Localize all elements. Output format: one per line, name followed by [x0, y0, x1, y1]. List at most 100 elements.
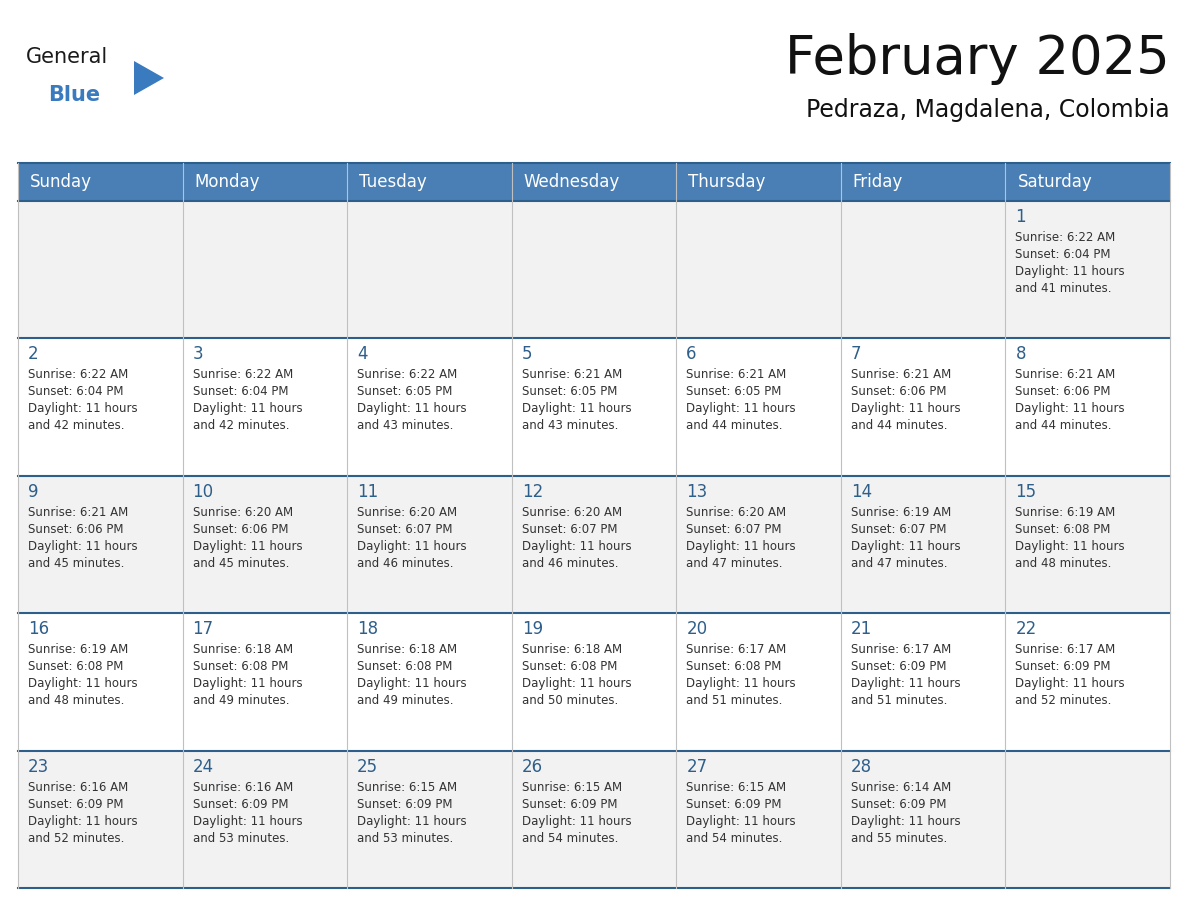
Bar	[1005, 751, 1170, 888]
Text: 5: 5	[522, 345, 532, 364]
Bar	[18, 339, 183, 476]
Text: 15: 15	[1016, 483, 1037, 501]
Text: Sunrise: 6:17 AM
Sunset: 6:09 PM
Daylight: 11 hours
and 51 minutes.: Sunrise: 6:17 AM Sunset: 6:09 PM Dayligh…	[851, 644, 960, 707]
Text: Sunrise: 6:15 AM
Sunset: 6:09 PM
Daylight: 11 hours
and 53 minutes.: Sunrise: 6:15 AM Sunset: 6:09 PM Dayligh…	[358, 780, 467, 845]
Text: Sunrise: 6:14 AM
Sunset: 6:09 PM
Daylight: 11 hours
and 55 minutes.: Sunrise: 6:14 AM Sunset: 6:09 PM Dayligh…	[851, 780, 960, 845]
Text: Sunrise: 6:20 AM
Sunset: 6:07 PM
Daylight: 11 hours
and 46 minutes.: Sunrise: 6:20 AM Sunset: 6:07 PM Dayligh…	[358, 506, 467, 570]
Polygon shape	[134, 61, 164, 95]
Text: 12: 12	[522, 483, 543, 501]
Text: 24: 24	[192, 757, 214, 776]
Text: 17: 17	[192, 621, 214, 638]
Bar	[347, 201, 512, 339]
Text: 9: 9	[29, 483, 38, 501]
Text: 7: 7	[851, 345, 861, 364]
Text: Sunrise: 6:20 AM
Sunset: 6:06 PM
Daylight: 11 hours
and 45 minutes.: Sunrise: 6:20 AM Sunset: 6:06 PM Dayligh…	[192, 506, 302, 570]
Text: Sunday: Sunday	[30, 173, 91, 191]
Bar	[183, 476, 347, 613]
Text: Sunrise: 6:17 AM
Sunset: 6:08 PM
Daylight: 11 hours
and 51 minutes.: Sunrise: 6:17 AM Sunset: 6:08 PM Dayligh…	[687, 644, 796, 707]
Text: Friday: Friday	[853, 173, 903, 191]
Bar	[512, 751, 676, 888]
Text: Saturday: Saturday	[1017, 173, 1092, 191]
Bar	[347, 613, 512, 751]
Bar	[18, 201, 183, 339]
Text: Sunrise: 6:20 AM
Sunset: 6:07 PM
Daylight: 11 hours
and 47 minutes.: Sunrise: 6:20 AM Sunset: 6:07 PM Dayligh…	[687, 506, 796, 570]
Text: Sunrise: 6:18 AM
Sunset: 6:08 PM
Daylight: 11 hours
and 49 minutes.: Sunrise: 6:18 AM Sunset: 6:08 PM Dayligh…	[358, 644, 467, 707]
Bar	[18, 476, 183, 613]
Text: Sunrise: 6:20 AM
Sunset: 6:07 PM
Daylight: 11 hours
and 46 minutes.: Sunrise: 6:20 AM Sunset: 6:07 PM Dayligh…	[522, 506, 631, 570]
Text: Tuesday: Tuesday	[359, 173, 426, 191]
Text: 10: 10	[192, 483, 214, 501]
Bar	[676, 613, 841, 751]
Bar	[183, 751, 347, 888]
Text: Pedraza, Magdalena, Colombia: Pedraza, Magdalena, Colombia	[807, 98, 1170, 122]
Text: 18: 18	[358, 621, 378, 638]
Text: Sunrise: 6:22 AM
Sunset: 6:04 PM
Daylight: 11 hours
and 41 minutes.: Sunrise: 6:22 AM Sunset: 6:04 PM Dayligh…	[1016, 231, 1125, 295]
Text: Monday: Monday	[195, 173, 260, 191]
Text: 11: 11	[358, 483, 379, 501]
Text: Sunrise: 6:19 AM
Sunset: 6:08 PM
Daylight: 11 hours
and 48 minutes.: Sunrise: 6:19 AM Sunset: 6:08 PM Dayligh…	[1016, 506, 1125, 570]
Text: 27: 27	[687, 757, 707, 776]
Text: Sunrise: 6:18 AM
Sunset: 6:08 PM
Daylight: 11 hours
and 49 minutes.: Sunrise: 6:18 AM Sunset: 6:08 PM Dayligh…	[192, 644, 302, 707]
Text: 23: 23	[29, 757, 49, 776]
Text: 2: 2	[29, 345, 39, 364]
Text: Sunrise: 6:15 AM
Sunset: 6:09 PM
Daylight: 11 hours
and 54 minutes.: Sunrise: 6:15 AM Sunset: 6:09 PM Dayligh…	[687, 780, 796, 845]
Bar	[347, 476, 512, 613]
Bar	[1005, 476, 1170, 613]
Text: 1: 1	[1016, 208, 1026, 226]
Bar	[18, 613, 183, 751]
Bar	[1005, 201, 1170, 339]
Text: Sunrise: 6:21 AM
Sunset: 6:06 PM
Daylight: 11 hours
and 44 minutes.: Sunrise: 6:21 AM Sunset: 6:06 PM Dayligh…	[1016, 368, 1125, 432]
Text: 3: 3	[192, 345, 203, 364]
Text: Sunrise: 6:17 AM
Sunset: 6:09 PM
Daylight: 11 hours
and 52 minutes.: Sunrise: 6:17 AM Sunset: 6:09 PM Dayligh…	[1016, 644, 1125, 707]
Text: Blue: Blue	[48, 85, 100, 105]
Text: 13: 13	[687, 483, 708, 501]
Text: Sunrise: 6:21 AM
Sunset: 6:05 PM
Daylight: 11 hours
and 44 minutes.: Sunrise: 6:21 AM Sunset: 6:05 PM Dayligh…	[687, 368, 796, 432]
Bar	[183, 613, 347, 751]
Bar	[841, 339, 1005, 476]
Text: Sunrise: 6:22 AM
Sunset: 6:04 PM
Daylight: 11 hours
and 42 minutes.: Sunrise: 6:22 AM Sunset: 6:04 PM Dayligh…	[192, 368, 302, 432]
Bar	[18, 163, 1170, 201]
Text: 20: 20	[687, 621, 707, 638]
Text: Sunrise: 6:16 AM
Sunset: 6:09 PM
Daylight: 11 hours
and 52 minutes.: Sunrise: 6:16 AM Sunset: 6:09 PM Dayligh…	[29, 780, 138, 845]
Text: Wednesday: Wednesday	[524, 173, 620, 191]
Bar	[1005, 613, 1170, 751]
Bar	[841, 751, 1005, 888]
Bar	[1005, 339, 1170, 476]
Bar	[347, 751, 512, 888]
Text: 19: 19	[522, 621, 543, 638]
Bar	[841, 613, 1005, 751]
Text: Sunrise: 6:21 AM
Sunset: 6:06 PM
Daylight: 11 hours
and 45 minutes.: Sunrise: 6:21 AM Sunset: 6:06 PM Dayligh…	[29, 506, 138, 570]
Text: General: General	[26, 47, 108, 67]
Text: 28: 28	[851, 757, 872, 776]
Text: 8: 8	[1016, 345, 1026, 364]
Bar	[676, 751, 841, 888]
Bar	[183, 201, 347, 339]
Text: 25: 25	[358, 757, 378, 776]
Bar	[512, 339, 676, 476]
Bar	[512, 201, 676, 339]
Text: 22: 22	[1016, 621, 1037, 638]
Text: Sunrise: 6:15 AM
Sunset: 6:09 PM
Daylight: 11 hours
and 54 minutes.: Sunrise: 6:15 AM Sunset: 6:09 PM Dayligh…	[522, 780, 631, 845]
Text: Sunrise: 6:16 AM
Sunset: 6:09 PM
Daylight: 11 hours
and 53 minutes.: Sunrise: 6:16 AM Sunset: 6:09 PM Dayligh…	[192, 780, 302, 845]
Text: Sunrise: 6:19 AM
Sunset: 6:08 PM
Daylight: 11 hours
and 48 minutes.: Sunrise: 6:19 AM Sunset: 6:08 PM Dayligh…	[29, 644, 138, 707]
Text: 21: 21	[851, 621, 872, 638]
Bar	[676, 201, 841, 339]
Text: 6: 6	[687, 345, 697, 364]
Bar	[347, 339, 512, 476]
Text: 14: 14	[851, 483, 872, 501]
Bar	[183, 339, 347, 476]
Text: 26: 26	[522, 757, 543, 776]
Bar	[18, 751, 183, 888]
Text: Sunrise: 6:21 AM
Sunset: 6:05 PM
Daylight: 11 hours
and 43 minutes.: Sunrise: 6:21 AM Sunset: 6:05 PM Dayligh…	[522, 368, 631, 432]
Bar	[841, 201, 1005, 339]
Bar	[676, 339, 841, 476]
Text: Sunrise: 6:18 AM
Sunset: 6:08 PM
Daylight: 11 hours
and 50 minutes.: Sunrise: 6:18 AM Sunset: 6:08 PM Dayligh…	[522, 644, 631, 707]
Text: Thursday: Thursday	[688, 173, 765, 191]
Text: Sunrise: 6:22 AM
Sunset: 6:05 PM
Daylight: 11 hours
and 43 minutes.: Sunrise: 6:22 AM Sunset: 6:05 PM Dayligh…	[358, 368, 467, 432]
Bar	[841, 476, 1005, 613]
Text: February 2025: February 2025	[785, 33, 1170, 85]
Text: 16: 16	[29, 621, 49, 638]
Bar	[676, 476, 841, 613]
Text: 4: 4	[358, 345, 367, 364]
Bar	[512, 476, 676, 613]
